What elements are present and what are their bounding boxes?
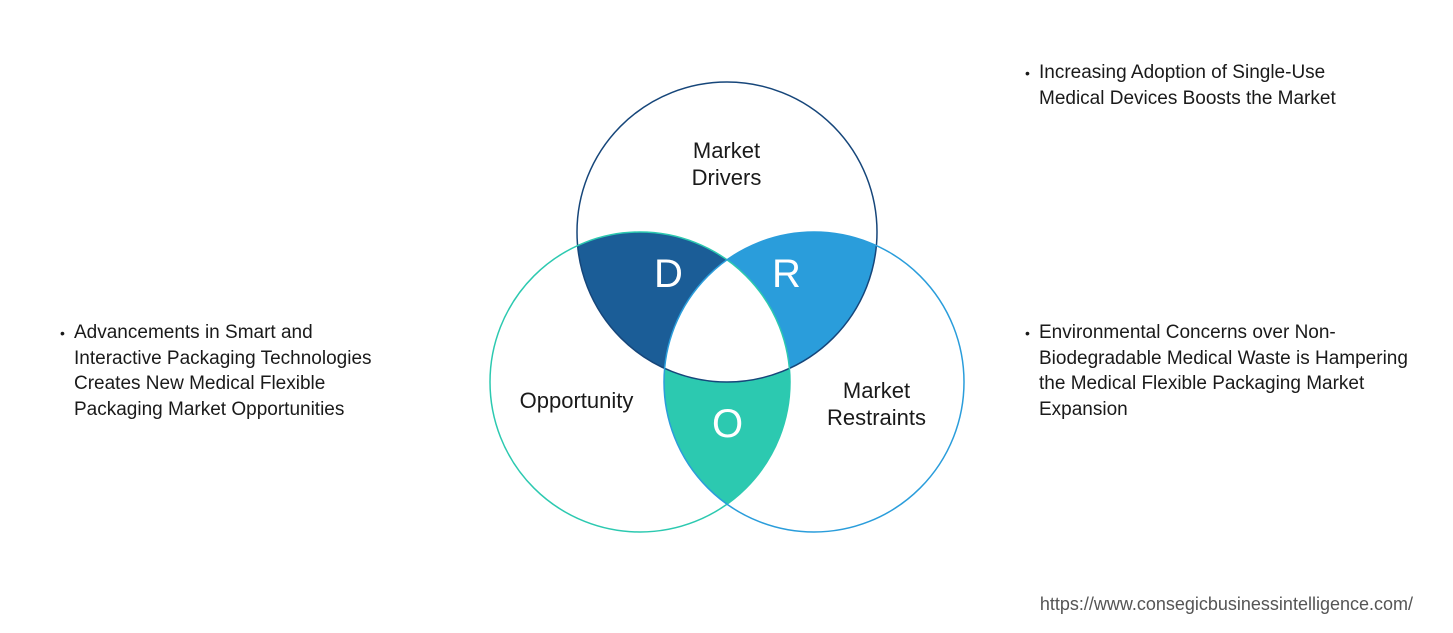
- source-url: https://www.consegicbusinessintelligence…: [1040, 594, 1413, 615]
- bullet-opportunity: • Advancements in Smart and Interactive …: [60, 320, 380, 423]
- bullet-dot-icon: •: [1025, 60, 1039, 84]
- bullet-dot-icon: •: [60, 320, 74, 344]
- venn-label-drivers-line2: Drivers: [692, 165, 762, 190]
- bullet-restraints-text: Environmental Concerns over Non-Biodegra…: [1039, 320, 1425, 423]
- venn-label-restraints-line2: Restraints: [827, 405, 926, 430]
- venn-svg: [427, 57, 1027, 577]
- venn-label-opportunity: Opportunity: [497, 387, 657, 415]
- venn-diagram: Market Drivers Opportunity Market Restra…: [427, 57, 1027, 577]
- bullet-dot-icon: •: [1025, 320, 1039, 344]
- venn-letter-r: R: [767, 252, 807, 297]
- bullet-opportunity-text: Advancements in Smart and Interactive Pa…: [74, 320, 380, 423]
- venn-label-restraints-line1: Market: [843, 378, 910, 403]
- bullet-drivers-text: Increasing Adoption of Single-Use Medica…: [1039, 60, 1395, 111]
- venn-label-drivers: Market Drivers: [647, 137, 807, 192]
- venn-letter-d: D: [649, 252, 689, 297]
- venn-letter-o: O: [708, 402, 748, 447]
- venn-label-restraints: Market Restraints: [797, 377, 957, 432]
- bullet-restraints: • Environmental Concerns over Non-Biodeg…: [1025, 320, 1425, 423]
- bullet-drivers: • Increasing Adoption of Single-Use Medi…: [1025, 60, 1395, 111]
- venn-label-drivers-line1: Market: [693, 138, 760, 163]
